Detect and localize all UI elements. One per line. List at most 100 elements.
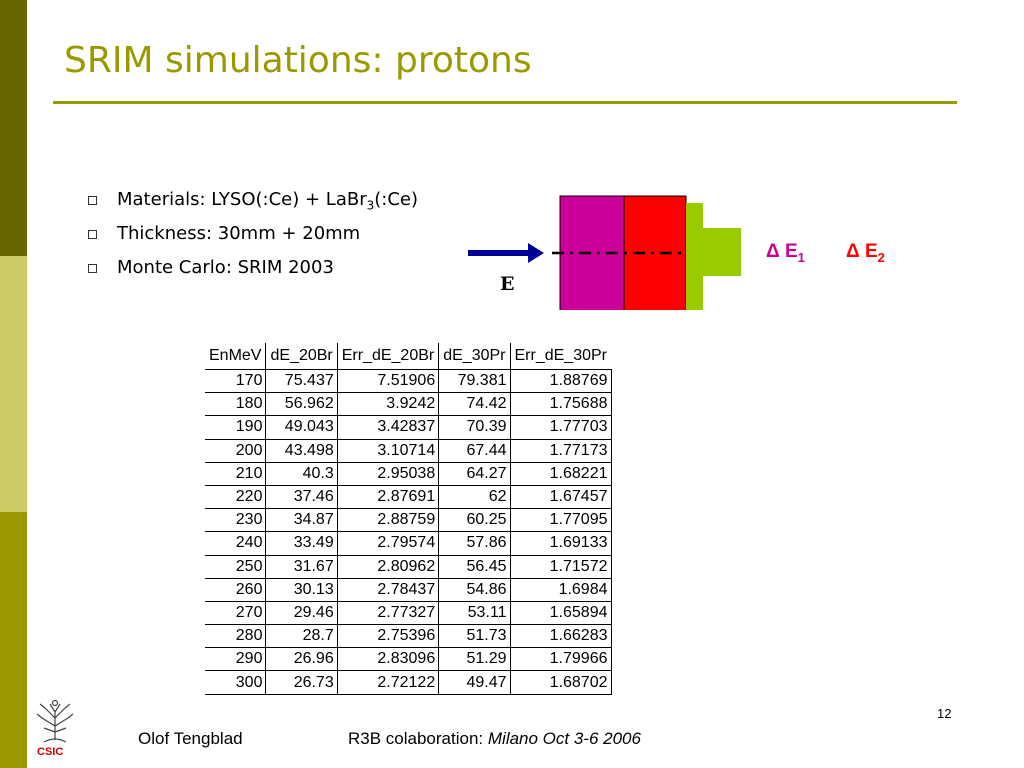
table-cell: 2.72122 (336, 670, 440, 695)
bullet-square-icon (88, 196, 97, 205)
table-cell: 170 (205, 368, 267, 393)
table-cell: 62 (438, 484, 511, 509)
table-cell: 1.71572 (509, 554, 612, 579)
table-row: 290 26.96 2.83096 51.29 1.79966 (205, 647, 612, 671)
table-cell: 49.043 (265, 415, 338, 440)
table-cell: 2.88759 (336, 508, 440, 532)
side-band-mid (0, 512, 27, 768)
table-cell: 37.46 (265, 484, 338, 509)
csic-tree-icon (36, 699, 74, 743)
footer-event-place: Milano Oct 3-6 2006 (487, 729, 641, 748)
table-cell: 1.77173 (509, 438, 612, 463)
table-cell: 79.381 (438, 368, 511, 393)
table-cell: 40.3 (265, 461, 338, 486)
bullet-item-monte-carlo: Monte Carlo: SRIM 2003 (88, 251, 418, 285)
table-cell: 200 (205, 438, 267, 463)
table-cell: 2.87691 (336, 484, 440, 509)
table-cell: 270 (205, 600, 267, 625)
bullet-text: Monte Carlo: SRIM 2003 (117, 257, 334, 278)
table-header-row: EnMeV dE_20Br Err_dE_20Br dE_30Pr Err_dE… (205, 343, 611, 370)
title-divider (53, 101, 957, 104)
bullet-square-icon (88, 264, 97, 273)
table-cell: 31.67 (265, 554, 338, 579)
table-cell: 2.83096 (336, 647, 440, 671)
table-body: 170 75.437 7.51906 79.381 1.88769 180 56.962 3.… (205, 368, 612, 695)
csic-logo-text: CSIC (37, 746, 63, 758)
table-cell: 180 (205, 392, 267, 416)
table-cell: 74.42 (438, 392, 511, 416)
footer-event-prefix: R3B colaboration: (348, 729, 488, 748)
bullet-text-suffix: (:Ce) (374, 189, 419, 210)
table-cell: 1.65894 (509, 600, 612, 625)
table-cell: 67.44 (438, 438, 511, 463)
table-cell: 26.73 (265, 670, 338, 695)
table-cell: 1.75688 (509, 392, 612, 416)
table-cell: 2.77327 (336, 600, 440, 625)
table-cell: 64.27 (438, 461, 511, 486)
table-cell: 56.962 (265, 392, 338, 416)
energy-loss-table: EnMeV dE_20Br Err_dE_20Br dE_30Pr Err_dE… (205, 343, 612, 695)
bullet-square-icon (88, 230, 97, 239)
table-cell: 1.68221 (509, 461, 612, 486)
column-header-de-20br: dE_20Br (265, 343, 338, 370)
detector-readout (703, 228, 741, 276)
table-cell: 2.80962 (336, 554, 440, 579)
table-cell: 190 (205, 415, 267, 440)
table-cell: 3.42837 (336, 415, 440, 440)
table-cell: 53.11 (438, 600, 511, 625)
detector-photodiode (686, 203, 703, 310)
table-cell: 2.95038 (336, 461, 440, 486)
table-row: 240 33.49 2.79574 57.86 1.69133 (205, 531, 612, 555)
beam-arrow-head-icon (528, 243, 544, 263)
table-row: 230 34.87 2.88759 60.25 1.77095 (205, 508, 612, 532)
table-cell: 1.6984 (509, 577, 612, 602)
page-number: 12 (937, 706, 952, 721)
table-cell: 250 (205, 554, 267, 579)
slide-title: SRIM simulations: protons (64, 40, 532, 81)
table-row: 260 30.13 2.78437 54.86 1.6984 (205, 577, 612, 602)
table-cell: 7.51906 (336, 368, 440, 393)
table-cell: 34.87 (265, 508, 338, 532)
table-cell: 26.96 (265, 647, 338, 671)
table-cell: 260 (205, 577, 267, 602)
table-cell: 43.498 (265, 438, 338, 463)
table-cell: 70.39 (438, 415, 511, 440)
table-row: 300 26.73 2.72122 49.47 1.68702 (205, 670, 612, 695)
table-cell: 49.47 (438, 670, 511, 695)
table-cell: 280 (205, 624, 267, 648)
table-cell: 1.67457 (509, 484, 612, 509)
beam-label: E (500, 273, 514, 295)
table-cell: 57.86 (438, 531, 511, 555)
table-cell: 2.79574 (336, 531, 440, 555)
table-cell: 1.77095 (509, 508, 612, 532)
table-row: 220 37.46 2.87691 62 1.67457 (205, 484, 612, 509)
bullet-subscript: 3 (366, 198, 375, 213)
table-cell: 1.66283 (509, 624, 612, 648)
bullet-text: Materials: LYSO(:Ce) + LaBr (117, 189, 367, 210)
bullet-item-thickness: Thickness: 30mm + 20mm (88, 217, 418, 251)
table-row: 200 43.498 3.10714 67.44 1.77173 (205, 438, 612, 463)
delta-e2-label: Δ E2 (846, 241, 885, 265)
table-cell: 29.46 (265, 600, 338, 625)
table-cell: 1.69133 (509, 531, 612, 555)
csic-logo: CSIC (36, 699, 74, 758)
table-cell: 28.7 (265, 624, 338, 648)
table-cell: 54.86 (438, 577, 511, 602)
detector-diagram: E Δ E1 Δ E2 (468, 195, 885, 310)
table-cell: 2.75396 (336, 624, 440, 648)
table-cell: 3.10714 (336, 438, 440, 463)
table-row: 180 56.962 3.9242 74.42 1.75688 (205, 392, 612, 416)
bullet-text: Thickness: 30mm + 20mm (117, 223, 361, 244)
table-cell: 3.9242 (336, 392, 440, 416)
table-row: 210 40.3 2.95038 64.27 1.68221 (205, 461, 612, 486)
table-cell: 75.437 (265, 368, 338, 393)
delta-e1-label: Δ E1 (766, 241, 805, 265)
table-cell: 56.45 (438, 554, 511, 579)
side-band-dark (0, 0, 27, 256)
column-header-err-de-30pr: Err_dE_30Pr (509, 343, 611, 370)
table-cell: 210 (205, 461, 267, 486)
footer-author: Olof Tengblad (138, 729, 243, 748)
table-cell: 1.77703 (509, 415, 612, 440)
footer-event: R3B colaboration: Milano Oct 3-6 2006 (348, 729, 641, 749)
column-header-de-30pr: dE_30Pr (438, 343, 510, 370)
